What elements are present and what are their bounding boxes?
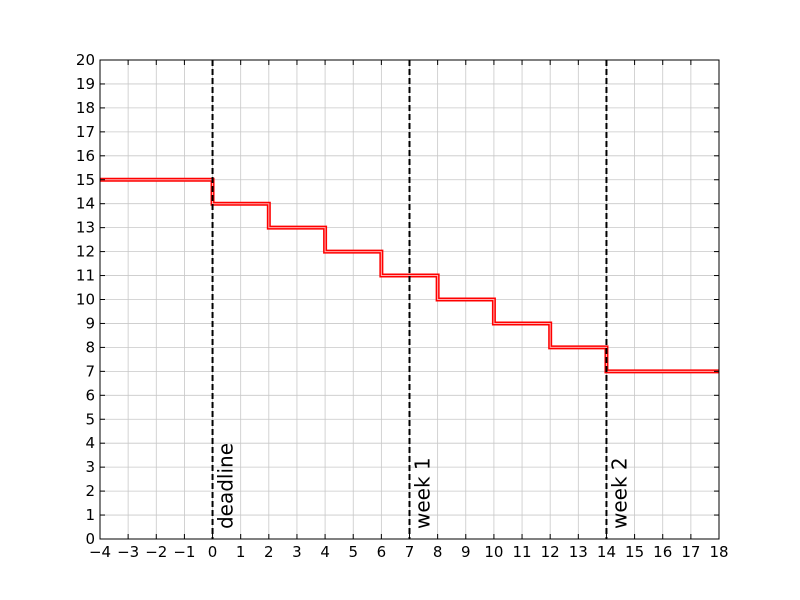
x-tick-label: 8 bbox=[433, 543, 443, 561]
x-tick-label: 12 bbox=[541, 543, 560, 561]
x-tick-label: 7 bbox=[405, 543, 415, 561]
vline-label: week 1 bbox=[411, 457, 435, 529]
y-tick-label: 6 bbox=[85, 386, 95, 404]
x-tick-label: 3 bbox=[292, 543, 302, 561]
x-tick-label: −3 bbox=[117, 543, 139, 561]
x-tick-label: 13 bbox=[569, 543, 588, 561]
y-tick-label: 5 bbox=[85, 410, 95, 428]
y-tick-label: 14 bbox=[76, 195, 95, 213]
y-tick-label: 0 bbox=[85, 530, 95, 548]
y-tick-label: 17 bbox=[76, 123, 95, 141]
ticks: −4 −3 −2 −1 0 1 2 3 4 5 6 7 8 9 10 11 12 13 14 15 16 17 180123… bbox=[76, 51, 729, 561]
y-tick-label: 18 bbox=[76, 99, 95, 117]
y-tick-label: 9 bbox=[85, 314, 95, 332]
x-tick-label: 11 bbox=[512, 543, 531, 561]
x-tick-label: 1 bbox=[236, 543, 246, 561]
y-tick-label: 2 bbox=[85, 482, 95, 500]
x-tick-label: −2 bbox=[145, 543, 167, 561]
y-tick-label: 13 bbox=[76, 219, 95, 237]
x-tick-label: 9 bbox=[461, 543, 471, 561]
x-tick-label: −4 bbox=[89, 543, 111, 561]
y-tick-label: 8 bbox=[85, 338, 95, 356]
y-tick-label: 7 bbox=[85, 362, 95, 380]
y-tick-label: 15 bbox=[76, 171, 95, 189]
y-tick-label: 4 bbox=[85, 434, 95, 452]
y-tick-label: 12 bbox=[76, 243, 95, 261]
series-step-highlight bbox=[100, 179, 719, 372]
y-tick-label: 11 bbox=[76, 267, 95, 285]
x-tick-label: 2 bbox=[264, 543, 274, 561]
y-tick-label: 19 bbox=[76, 75, 95, 93]
y-tick-label: 20 bbox=[76, 51, 95, 69]
x-tick-label: 15 bbox=[625, 543, 644, 561]
y-tick-label: 1 bbox=[85, 506, 95, 524]
vline-label: week 2 bbox=[607, 457, 631, 529]
vline-layer: deadline week 1 week 2 bbox=[211, 60, 631, 539]
vline-label: deadline bbox=[214, 443, 238, 529]
x-tick-label: −1 bbox=[173, 543, 195, 561]
x-tick-label: 17 bbox=[681, 543, 700, 561]
x-tick-label: 18 bbox=[709, 543, 728, 561]
x-tick-label: 5 bbox=[348, 543, 358, 561]
series-layer bbox=[100, 177, 719, 374]
x-tick-label: 14 bbox=[597, 543, 616, 561]
x-tick-label: 16 bbox=[653, 543, 672, 561]
y-tick-label: 16 bbox=[76, 147, 95, 165]
x-tick-label: 0 bbox=[208, 543, 218, 561]
x-tick-label: 4 bbox=[320, 543, 330, 561]
y-tick-label: 10 bbox=[76, 291, 95, 309]
x-tick-label: 10 bbox=[484, 543, 503, 561]
x-tick-label: 6 bbox=[377, 543, 387, 561]
y-tick-label: 3 bbox=[85, 458, 95, 476]
